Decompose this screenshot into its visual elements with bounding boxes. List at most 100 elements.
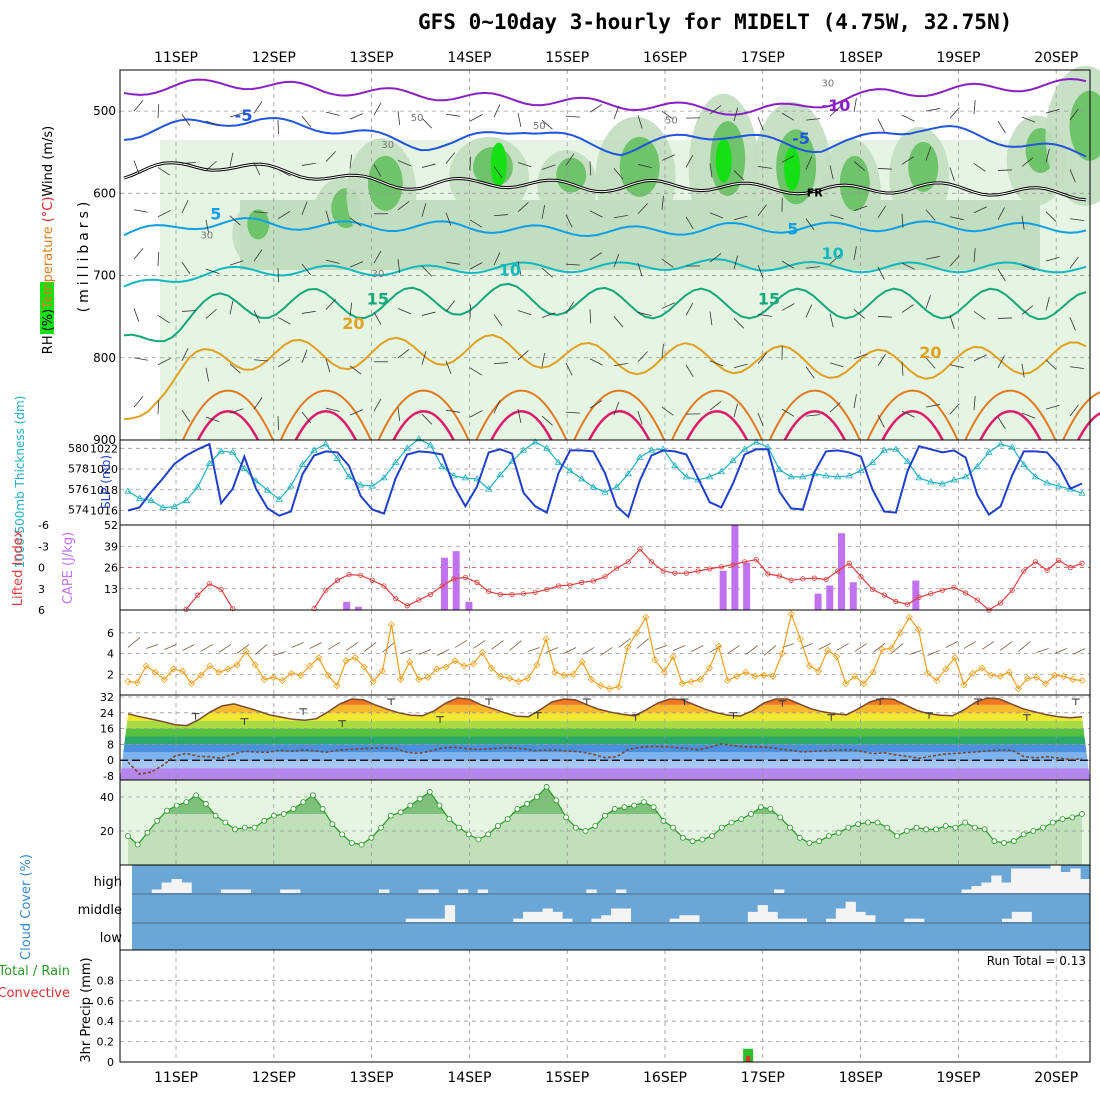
pressure-axis-label: (millibars) — [76, 198, 92, 313]
wind-barb — [133, 100, 144, 112]
thickness-marker — [322, 440, 330, 447]
thickness-marker — [857, 466, 865, 474]
li-tick: 0 — [38, 562, 45, 575]
wind-barb — [1045, 211, 1057, 222]
cloud-bar-high — [290, 889, 301, 893]
wind-speed-marker — [142, 662, 150, 670]
wind-speed-marker — [315, 654, 323, 662]
wind-tick: 2 — [107, 668, 114, 681]
wind-speed-marker — [215, 668, 223, 676]
wind-barb — [853, 98, 857, 113]
isotherm-label: 20 — [919, 343, 941, 362]
wind-speed-marker — [378, 667, 386, 675]
wind-barb — [373, 250, 382, 264]
lifted-index-marker — [974, 597, 980, 603]
rh-marker — [767, 806, 774, 812]
wind-barb-10m — [909, 650, 922, 655]
rh-marker — [310, 792, 316, 799]
wind-barb — [1021, 116, 1036, 123]
wind-barb-10m — [382, 642, 395, 653]
cloud-bar-middle — [523, 911, 534, 922]
wind-barb — [565, 362, 573, 376]
lifted-index-marker — [1067, 564, 1073, 571]
wind-barb — [373, 164, 382, 177]
wind-barb — [757, 264, 764, 279]
wind-barb — [301, 263, 312, 276]
wind-barb — [349, 302, 353, 317]
isotherm-line — [123, 217, 1087, 238]
cloud-bar-high — [171, 879, 182, 893]
rh-marker — [164, 807, 170, 814]
rh-marker — [1001, 840, 1008, 846]
wind-speed-marker — [442, 663, 450, 671]
rh-marker — [757, 804, 764, 811]
wind-barb-10m — [327, 642, 341, 650]
pressure-tick: 600 — [93, 186, 116, 200]
wind-speed-marker — [287, 669, 296, 677]
cloud-bar-middle — [435, 918, 446, 922]
wind-barb-10m — [945, 641, 958, 648]
wind-speed-marker — [342, 657, 350, 665]
rh-marker — [689, 838, 696, 845]
wind-barb-10m — [618, 638, 631, 648]
rh-marker — [748, 811, 754, 817]
thickness-marker — [287, 482, 295, 489]
isotherm-25 — [964, 389, 1057, 441]
date-label-bottom: 12SEP — [252, 1070, 296, 1086]
wind-barb — [229, 408, 244, 414]
wind-barb — [949, 167, 955, 181]
rh-marker — [981, 826, 988, 833]
rh-marker — [358, 841, 365, 848]
wind-barb — [157, 167, 170, 176]
wind-speed-marker — [1060, 672, 1068, 680]
isotherm-label: -5 — [235, 106, 253, 125]
wind-barb — [733, 255, 739, 270]
wind-barb — [829, 214, 844, 220]
minmax-marker — [827, 714, 836, 721]
wind-speed-marker — [324, 671, 332, 679]
thickness-tick: 574 — [68, 504, 89, 517]
wind-barb — [973, 354, 987, 362]
rh-marker — [485, 831, 492, 838]
cloud-level-label: low — [100, 931, 123, 946]
thickness-marker — [182, 496, 190, 503]
lifted-index-marker — [963, 590, 969, 596]
run-total-label: Run Total = 0.13 — [987, 954, 1086, 968]
precip-total-bar — [743, 1048, 754, 1062]
wind-barb — [397, 259, 401, 274]
cape-bar — [465, 601, 473, 610]
rh-marker — [631, 802, 638, 809]
wind-barb — [493, 362, 508, 365]
thickness-marker — [450, 472, 458, 479]
cloud-bar-middle — [1021, 911, 1032, 922]
wind-barb — [181, 261, 191, 274]
wind-barb-10m — [563, 647, 577, 654]
wind-barb — [733, 215, 748, 221]
rh-label: 50 — [533, 121, 546, 132]
wind-barb — [589, 400, 602, 409]
cloud-bar-high — [378, 889, 390, 893]
thickness-marker — [589, 483, 598, 490]
isotherm-30 — [392, 410, 455, 441]
wind-barb — [541, 415, 553, 426]
date-label-bottom: 17SEP — [741, 1070, 785, 1086]
wind-barb — [229, 112, 244, 118]
thickness-marker — [822, 472, 830, 479]
rh-legend-swatch — [40, 282, 54, 334]
wind-speed-marker — [560, 671, 568, 679]
rh-marker — [261, 817, 268, 824]
wind-barb — [493, 166, 503, 179]
wind-speed-marker — [460, 662, 468, 670]
isotherm-25 — [182, 389, 274, 441]
wind-barb-10m — [418, 649, 431, 655]
wind-barbs — [133, 98, 1084, 431]
wind-barb — [493, 252, 501, 266]
wind-barb — [397, 201, 410, 211]
rh-marker — [787, 824, 793, 831]
date-label-top: 20SEP — [1034, 50, 1078, 66]
pressure-tick: 800 — [93, 351, 116, 365]
slp-line — [127, 442, 1083, 519]
wind-barb — [661, 343, 664, 358]
rh-marker — [495, 823, 501, 829]
cloud-bar-high — [961, 889, 972, 893]
